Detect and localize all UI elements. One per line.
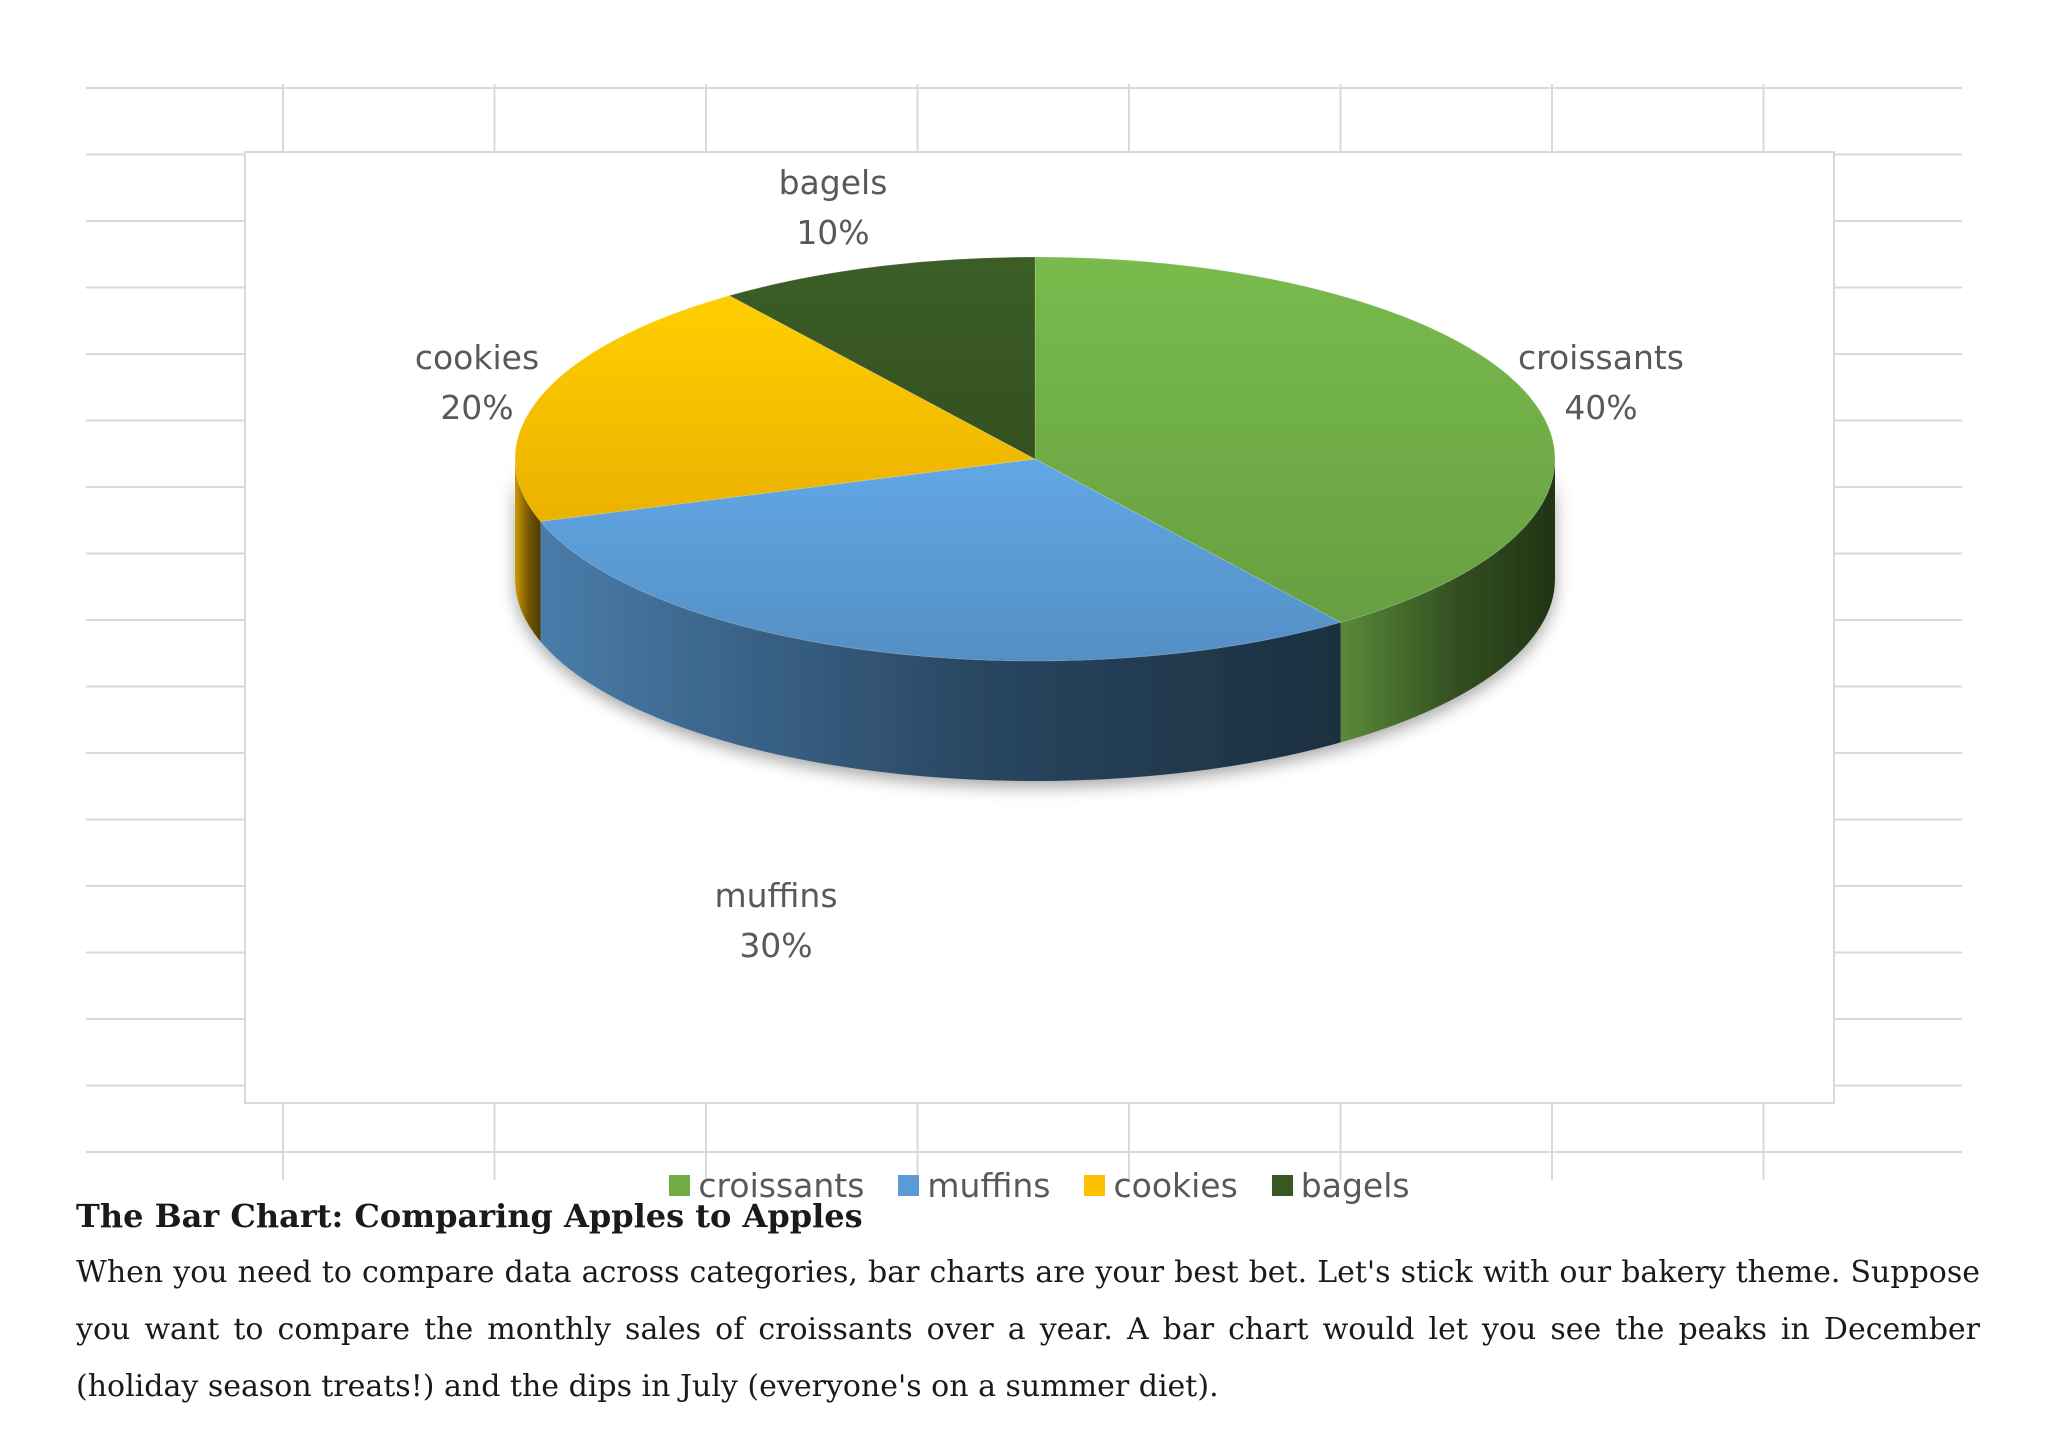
pie-slice-muffins[interactable] xyxy=(539,458,1342,662)
legend-label: muffins xyxy=(927,1166,1051,1205)
data-label-value: 10% xyxy=(796,213,870,252)
pie-slice-cookies[interactable] xyxy=(514,295,1037,522)
pie-plot-area xyxy=(514,256,1556,781)
data-label-category: bagels xyxy=(778,163,888,202)
pie-top xyxy=(514,256,1556,662)
data-label-category: croissants xyxy=(1518,338,1684,377)
legend-item-cookies[interactable]: cookies xyxy=(1084,1166,1238,1205)
data-label-category: cookies xyxy=(414,338,540,377)
body-paragraph: When you need to compare data across cat… xyxy=(76,1255,1980,1404)
pie-slice-croissants[interactable] xyxy=(1034,256,1556,623)
data-label-value: 40% xyxy=(1564,388,1638,427)
pie-side-cookies xyxy=(515,459,541,642)
pie-slice-bagels[interactable] xyxy=(728,256,1036,460)
pie-side-croissants xyxy=(1340,459,1555,743)
pie-sides xyxy=(515,459,1555,781)
legend-label: bagels xyxy=(1300,1166,1410,1205)
chart-legend: croissants muffins cookies bagels xyxy=(246,1166,1833,1205)
data-label-value: 20% xyxy=(440,388,514,427)
legend-swatch xyxy=(1271,1175,1293,1196)
data-label-muffins: muffins 30% xyxy=(676,871,876,971)
data-label-croissants: croissants 40% xyxy=(1501,333,1701,433)
legend-item-croissants[interactable]: croissants xyxy=(669,1166,864,1205)
article-section: The Bar Chart: Comparing Apples to Apple… xyxy=(76,1188,1980,1415)
legend-label: cookies xyxy=(1113,1166,1238,1205)
pie-side-muffins xyxy=(540,521,1341,781)
legend-label: croissants xyxy=(698,1166,865,1205)
legend-swatch xyxy=(669,1175,691,1196)
pie-chart[interactable]: croissants 40% muffins 30% cookies 20% b… xyxy=(244,151,1835,1205)
legend-item-muffins[interactable]: muffins xyxy=(898,1166,1050,1205)
data-label-value: 30% xyxy=(739,926,813,965)
data-label-category: muffins xyxy=(714,876,838,915)
data-label-cookies: cookies 20% xyxy=(377,333,577,433)
legend-swatch xyxy=(898,1175,920,1196)
section-heading: The Bar Chart: Comparing Apples to Apple… xyxy=(76,1197,863,1235)
legend-swatch xyxy=(1084,1175,1106,1196)
data-label-bagels: bagels 10% xyxy=(733,158,933,258)
legend-item-bagels[interactable]: bagels xyxy=(1271,1166,1410,1205)
